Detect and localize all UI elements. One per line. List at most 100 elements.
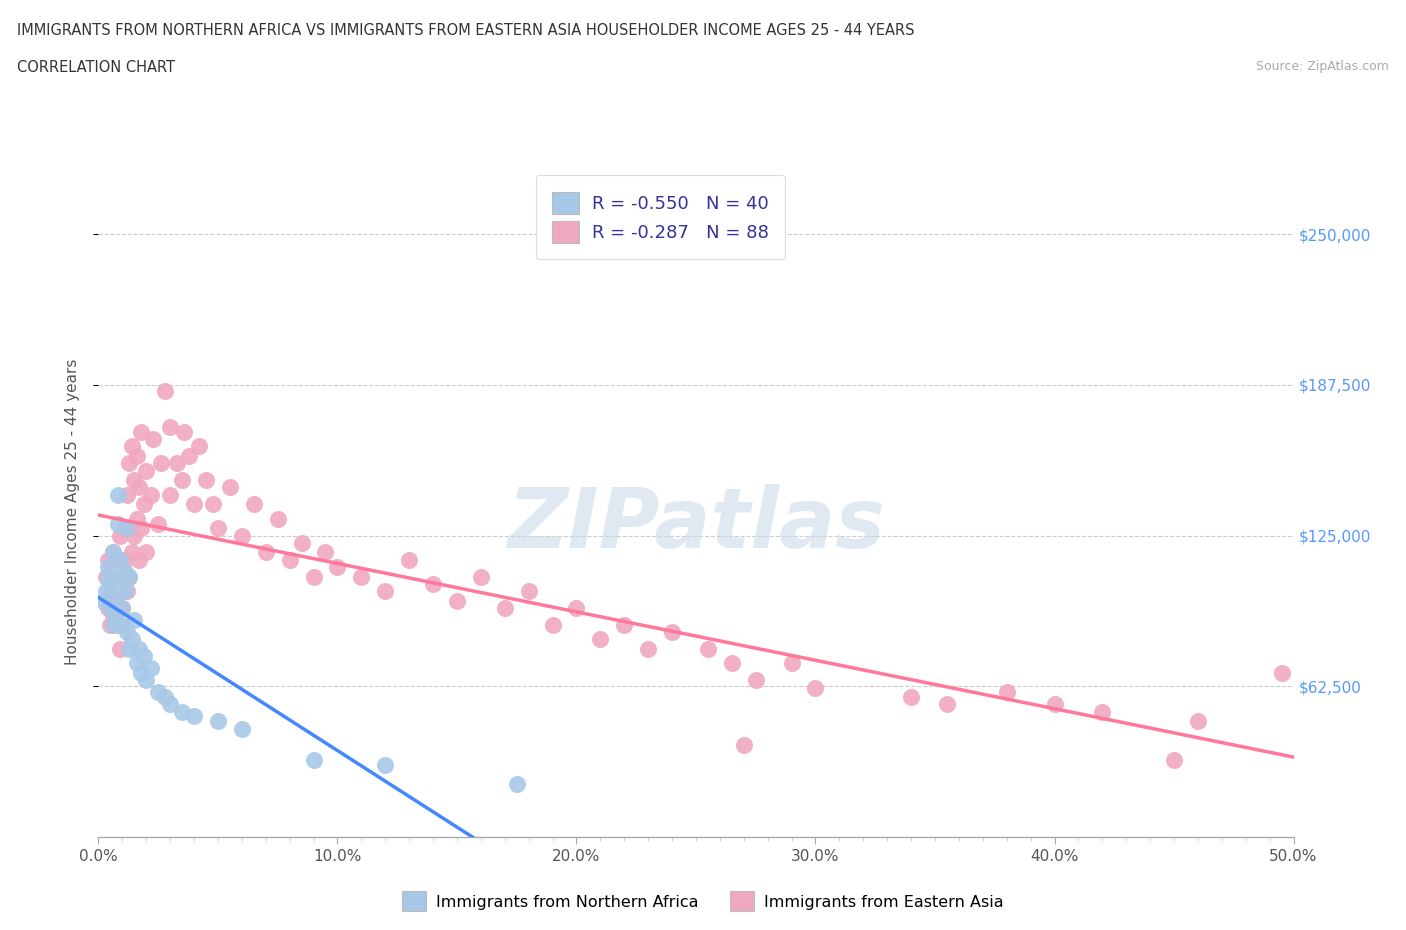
Point <box>995 684 1018 699</box>
Point <box>291 536 314 551</box>
Point <box>494 601 516 616</box>
Point <box>115 521 138 536</box>
Point <box>107 516 129 531</box>
Point <box>135 545 157 560</box>
Point <box>107 618 129 632</box>
Point <box>517 584 540 599</box>
Point <box>97 601 120 616</box>
Point <box>231 528 253 543</box>
Point <box>159 487 181 502</box>
Point <box>125 512 148 526</box>
Point <box>1163 752 1185 767</box>
Point <box>121 631 143 646</box>
Point <box>128 552 150 567</box>
Point <box>697 642 720 657</box>
Point <box>315 545 337 560</box>
Point <box>374 757 396 772</box>
Point <box>131 666 153 681</box>
Point <box>202 497 225 512</box>
Point <box>121 439 143 454</box>
Point <box>97 552 120 567</box>
Text: Source: ZipAtlas.com: Source: ZipAtlas.com <box>1256 60 1389 73</box>
Point <box>135 463 157 478</box>
Point <box>613 618 636 632</box>
Legend: Immigrants from Northern Africa, Immigrants from Eastern Asia: Immigrants from Northern Africa, Immigra… <box>396 885 1010 917</box>
Point <box>108 569 131 584</box>
Point <box>128 642 150 657</box>
Point <box>254 545 277 560</box>
Point <box>302 752 325 767</box>
Point <box>97 560 120 575</box>
Point <box>108 642 131 657</box>
Point <box>278 552 301 567</box>
Point <box>107 487 129 502</box>
Point <box>98 577 122 591</box>
Point <box>91 593 114 608</box>
Point <box>149 456 172 471</box>
Point <box>125 448 148 463</box>
Point <box>111 601 134 616</box>
Point <box>104 569 127 584</box>
Point <box>115 625 138 640</box>
Point <box>104 593 127 608</box>
Point <box>565 601 588 616</box>
Point <box>131 521 153 536</box>
Point <box>124 528 146 543</box>
Point <box>98 618 122 632</box>
Point <box>936 697 959 711</box>
Point <box>115 487 138 502</box>
Point <box>114 552 136 567</box>
Point <box>267 512 290 526</box>
Point <box>166 456 188 471</box>
Point <box>733 737 755 752</box>
Point <box>589 631 612 646</box>
Point <box>94 569 117 584</box>
Point <box>115 584 138 599</box>
Point <box>207 714 229 729</box>
Point <box>101 607 124 622</box>
Point <box>98 601 122 616</box>
Point <box>104 607 127 622</box>
Point <box>101 545 124 560</box>
Point <box>179 448 201 463</box>
Point <box>128 480 150 495</box>
Point <box>148 516 170 531</box>
Y-axis label: Householder Income Ages 25 - 44 years: Householder Income Ages 25 - 44 years <box>65 358 80 665</box>
Point <box>172 472 194 487</box>
Point <box>125 656 148 671</box>
Point <box>745 672 768 687</box>
Point <box>118 569 141 584</box>
Point <box>98 584 122 599</box>
Point <box>219 480 242 495</box>
Text: ZIPatlas: ZIPatlas <box>508 484 884 565</box>
Point <box>194 472 218 487</box>
Point <box>721 656 744 671</box>
Point <box>900 690 922 705</box>
Point <box>107 552 129 567</box>
Point <box>118 569 141 584</box>
Point <box>1271 666 1294 681</box>
Point <box>470 569 492 584</box>
Point <box>111 569 134 584</box>
Point <box>132 649 155 664</box>
Point <box>111 618 134 632</box>
Point <box>302 569 325 584</box>
Point <box>101 545 124 560</box>
Point <box>661 625 683 640</box>
Point <box>111 601 134 616</box>
Point <box>139 487 162 502</box>
Point <box>187 439 209 454</box>
Point <box>114 521 136 536</box>
Point <box>159 697 181 711</box>
Point <box>422 577 444 591</box>
Point <box>131 424 153 439</box>
Point <box>374 584 396 599</box>
Point <box>114 565 136 579</box>
Text: CORRELATION CHART: CORRELATION CHART <box>17 60 174 75</box>
Point <box>132 497 155 512</box>
Point <box>118 456 141 471</box>
Point <box>124 613 146 628</box>
Point <box>780 656 803 671</box>
Point <box>148 684 170 699</box>
Point <box>97 569 120 584</box>
